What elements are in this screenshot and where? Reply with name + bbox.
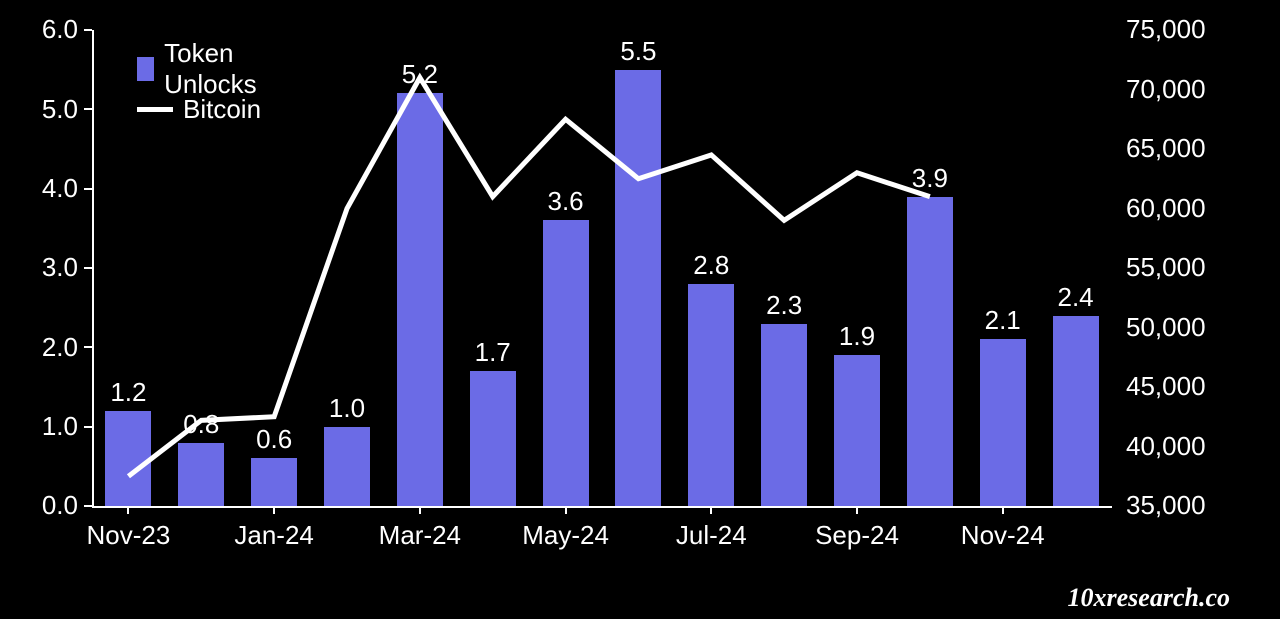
- watermark: 10xresearch.co: [1068, 583, 1230, 613]
- y-left-tick-label: 4.0: [42, 173, 78, 204]
- y-right-tick-label: 50,000: [1126, 312, 1206, 343]
- y-right-tick-label: 60,000: [1126, 193, 1206, 224]
- bar: [397, 93, 443, 506]
- y-right-tick-label: 70,000: [1126, 74, 1206, 105]
- bar: [834, 355, 880, 506]
- legend-swatch-line-icon: [137, 107, 173, 112]
- x-tick-label: Nov-24: [961, 520, 1045, 551]
- y-right-tick-label: 55,000: [1126, 252, 1206, 283]
- legend-label: Bitcoin: [183, 94, 261, 125]
- bar-value-label: 3.9: [912, 163, 948, 194]
- y-left-tick-mark: [84, 29, 92, 31]
- bar: [688, 284, 734, 506]
- y-right-tick-label: 75,000: [1126, 14, 1206, 45]
- y-right-tick-label: 45,000: [1126, 371, 1206, 402]
- bar-value-label: 2.1: [985, 305, 1021, 336]
- bar-value-label: 2.8: [693, 250, 729, 281]
- x-axis-line: [92, 506, 1112, 508]
- y-left-tick-mark: [84, 505, 92, 507]
- legend-item-bitcoin: Bitcoin: [137, 94, 261, 125]
- y-left-tick-label: 5.0: [42, 94, 78, 125]
- y-left-tick-label: 0.0: [42, 490, 78, 521]
- bar-value-label: 1.0: [329, 393, 365, 424]
- y-left-tick-mark: [84, 267, 92, 269]
- bar-value-label: 0.8: [183, 409, 219, 440]
- bar: [470, 371, 516, 506]
- bar-value-label: 1.2: [110, 377, 146, 408]
- bar-value-label: 5.2: [402, 59, 438, 90]
- x-tick-mark: [565, 506, 567, 514]
- y-left-tick-mark: [84, 188, 92, 190]
- y-left-tick-mark: [84, 346, 92, 348]
- legend-label: Token Unlocks: [164, 38, 267, 100]
- y-right-tick-label: 35,000: [1126, 490, 1206, 521]
- x-tick-label: Nov-23: [87, 520, 171, 551]
- bar-value-label: 2.3: [766, 290, 802, 321]
- y-left-tick-mark: [84, 426, 92, 428]
- bar: [178, 443, 224, 506]
- bar: [761, 324, 807, 506]
- legend-swatch-bar-icon: [137, 57, 154, 81]
- token-unlocks-vs-bitcoin-chart: Token UnlocksBitcoin 10xresearch.co 0.0 1…: [0, 0, 1280, 619]
- bar-value-label: 0.6: [256, 424, 292, 455]
- bar: [615, 70, 661, 506]
- bar: [543, 220, 589, 506]
- bar: [907, 197, 953, 506]
- bar-value-label: 5.5: [620, 36, 656, 67]
- y-left-tick-label: 1.0: [42, 411, 78, 442]
- x-tick-mark: [419, 506, 421, 514]
- bar: [324, 427, 370, 506]
- y-left-tick-label: 6.0: [42, 14, 78, 45]
- y-axis-line: [92, 30, 94, 506]
- bar: [980, 339, 1026, 506]
- y-right-tick-label: 65,000: [1126, 133, 1206, 164]
- x-tick-mark: [127, 506, 129, 514]
- x-tick-mark: [1002, 506, 1004, 514]
- y-left-tick-label: 3.0: [42, 252, 78, 283]
- legend-item-token-unlocks: Token Unlocks: [137, 38, 267, 100]
- x-tick-label: Sep-24: [815, 520, 899, 551]
- x-tick-label: Jan-24: [234, 520, 314, 551]
- y-left-tick-mark: [84, 108, 92, 110]
- x-tick-mark: [273, 506, 275, 514]
- bar-value-label: 1.9: [839, 321, 875, 352]
- bar-value-label: 2.4: [1057, 282, 1093, 313]
- x-tick-mark: [710, 506, 712, 514]
- bar: [1053, 316, 1099, 506]
- bar-value-label: 3.6: [547, 186, 583, 217]
- x-tick-label: Mar-24: [379, 520, 461, 551]
- x-tick-label: Jul-24: [676, 520, 747, 551]
- y-left-tick-label: 2.0: [42, 332, 78, 363]
- x-tick-label: May-24: [522, 520, 609, 551]
- bar: [251, 458, 297, 506]
- x-tick-mark: [856, 506, 858, 514]
- y-right-tick-label: 40,000: [1126, 431, 1206, 462]
- bar: [105, 411, 151, 506]
- bar-value-label: 1.7: [475, 337, 511, 368]
